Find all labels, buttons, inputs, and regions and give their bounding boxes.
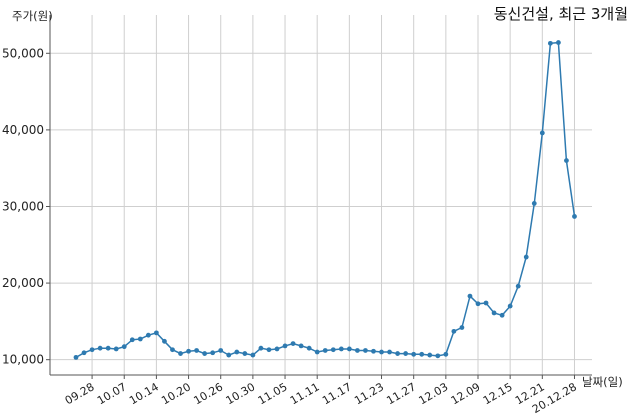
x-tick-label: 10.20 (159, 380, 193, 407)
data-point (202, 351, 208, 356)
data-point (154, 330, 159, 336)
data-point (515, 283, 521, 289)
data-point (338, 346, 344, 352)
x-tick-label: 12.03 (417, 380, 451, 407)
data-point (73, 354, 79, 360)
data-point (210, 350, 216, 356)
data-point (371, 348, 376, 354)
data-point (218, 348, 224, 353)
data-point (145, 332, 151, 338)
data-point (547, 40, 553, 46)
data-point (178, 351, 183, 356)
data-point (186, 348, 191, 354)
data-point (507, 303, 513, 309)
x-tick-label: 10.26 (191, 380, 225, 407)
data-point (443, 351, 449, 357)
x-tick-label: 10.14 (127, 380, 161, 407)
y-tick-label: 10,000 (2, 353, 44, 367)
data-point (531, 201, 537, 206)
x-tick-label: 10.07 (95, 380, 129, 407)
data-point (387, 349, 392, 355)
y-tick-labels: 10,000 20,000 30,000 40,000 50,000 (2, 46, 44, 366)
data-point (419, 351, 425, 357)
data-point (451, 328, 457, 334)
x-tick-label: 11.23 (352, 380, 386, 407)
data-point (234, 349, 240, 355)
data-point (274, 346, 280, 352)
data-point (395, 351, 400, 356)
data-point (81, 350, 87, 356)
x-tick-label: 11.17 (320, 380, 354, 407)
data-point (355, 348, 360, 353)
data-point (564, 158, 569, 163)
data-point (572, 214, 577, 219)
x-tick-label: 11.27 (384, 380, 418, 407)
data-point (459, 325, 465, 330)
data-point (306, 345, 312, 351)
data-point (403, 351, 409, 356)
data-point (411, 351, 417, 357)
data-point (314, 349, 320, 355)
data-point (282, 343, 288, 349)
y-tick-label: 50,000 (2, 46, 44, 60)
data-point (105, 345, 111, 351)
data-point (483, 300, 489, 306)
data-point (113, 346, 119, 352)
x-axis-label: 날짜(일) (582, 375, 623, 389)
data-point (499, 312, 505, 318)
x-tick-label: 10.30 (224, 380, 258, 407)
data-point (258, 345, 264, 351)
data-point (467, 293, 473, 299)
data-point (298, 343, 304, 349)
data-point (97, 345, 103, 351)
data-point (89, 347, 95, 353)
x-tick-label: 12.09 (449, 380, 483, 407)
data-point (121, 344, 127, 350)
data-point (363, 348, 368, 353)
data-point (242, 351, 248, 356)
data-point (523, 254, 529, 260)
data-point (330, 347, 336, 353)
data-point (475, 301, 481, 307)
data-point (266, 347, 272, 353)
series-points (73, 40, 577, 360)
data-point (379, 349, 384, 355)
data-point (137, 336, 143, 342)
x-tick-label: 12.15 (481, 380, 515, 407)
data-point (290, 341, 296, 346)
x-tick-labels: 09.2810.0710.1410.2010.2610.3011.0511.11… (63, 380, 579, 414)
data-point (491, 310, 497, 316)
data-point (170, 347, 175, 353)
y-tick-label: 40,000 (2, 123, 44, 137)
x-tick-label: 09.28 (63, 380, 97, 407)
chart-title: 동신건설, 최근 3개월 (493, 5, 628, 23)
y-tick-label: 30,000 (2, 199, 44, 213)
data-point (250, 352, 256, 358)
grid (46, 15, 592, 379)
data-point (322, 348, 328, 353)
data-point (435, 353, 441, 359)
data-point (129, 337, 135, 343)
series-line (75, 41, 576, 359)
data-point (226, 352, 232, 358)
data-point (539, 130, 545, 136)
x-tick-label: 11.11 (288, 380, 322, 407)
data-point (162, 338, 167, 344)
x-tick-label: 11.05 (256, 380, 290, 407)
y-tick-label: 20,000 (2, 276, 44, 290)
data-point (556, 40, 561, 45)
data-point (194, 348, 200, 353)
data-point (427, 352, 433, 358)
y-axis-label: 주가(원) (12, 9, 53, 23)
data-point (346, 346, 352, 352)
